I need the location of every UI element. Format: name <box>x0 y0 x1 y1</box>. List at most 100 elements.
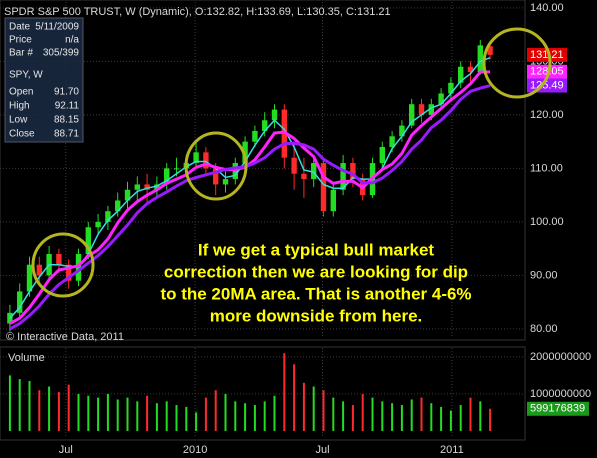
volume-bar <box>146 395 149 431</box>
volume-bar <box>57 392 60 431</box>
candle-body <box>262 120 268 131</box>
price-tag-label: 131.21 <box>530 49 564 61</box>
highlight-circle <box>31 232 95 298</box>
volume-bar <box>28 380 31 431</box>
candle-body <box>458 66 464 83</box>
candle-body <box>487 46 493 55</box>
candle-body <box>17 291 23 313</box>
volume-bar <box>185 406 188 431</box>
volume-bar <box>244 403 247 431</box>
candle-body <box>26 264 33 292</box>
volume-bar <box>67 384 70 431</box>
y-tick-label: 110.00 <box>530 162 563 174</box>
volume-bar <box>116 399 119 431</box>
candle-body <box>271 109 278 121</box>
volume-bar <box>293 364 296 431</box>
volume-bar <box>273 395 276 431</box>
volume-bar <box>175 405 178 431</box>
volume-bar <box>136 401 139 431</box>
info-key: Date <box>9 22 31 33</box>
candle-body <box>448 82 454 94</box>
volume-bar <box>165 401 168 431</box>
candle-body <box>340 163 346 190</box>
x-tick-label: Jul <box>315 444 329 456</box>
volume-bar <box>391 403 394 431</box>
volume-tag-label: 599176839 <box>530 403 585 415</box>
volume-bar <box>400 405 403 431</box>
candle-body <box>66 264 72 281</box>
info-key: Price <box>9 35 32 46</box>
price-tag <box>527 64 567 79</box>
info-value: 88.15 <box>54 115 79 126</box>
candle-body <box>222 179 229 185</box>
volume-bar <box>440 406 443 431</box>
candle-body <box>399 125 405 137</box>
candle-body <box>330 189 336 212</box>
y-tick-label: 100.00 <box>530 216 564 228</box>
volume-bar <box>302 382 305 431</box>
source: © Interactive Data, 2011 <box>6 331 124 343</box>
y-tick-label: 80.00 <box>530 323 558 335</box>
candle-body <box>477 45 483 73</box>
candle-body <box>301 173 307 180</box>
volume-bar <box>283 353 286 431</box>
candle-body <box>193 152 199 164</box>
info-symbol: SPY, W <box>9 70 43 81</box>
candle-body <box>232 163 238 180</box>
info-key: High <box>9 101 30 112</box>
volume-bar <box>361 393 364 431</box>
info-key: Bar # <box>9 48 33 59</box>
y-tick-label: 90.00 <box>530 269 558 281</box>
candle-body <box>379 146 385 164</box>
candle-body <box>311 163 317 180</box>
info-value: 91.70 <box>54 87 79 98</box>
x-tick-label: 2011 <box>440 444 464 456</box>
annotation-line: correction then we are looking for dip <box>164 262 468 281</box>
volume-bar <box>420 397 423 431</box>
candle-body <box>389 136 395 147</box>
volume-bar <box>351 405 354 431</box>
volume-bar <box>38 390 41 431</box>
volume-bar <box>8 375 11 431</box>
candle-body <box>36 264 42 276</box>
candle-body <box>95 221 101 228</box>
candle-body <box>85 227 91 254</box>
candle-body <box>320 163 327 212</box>
volume-bar <box>410 399 413 431</box>
volume-bar <box>97 397 100 431</box>
price-tag <box>527 47 567 62</box>
volume-bar <box>77 393 80 431</box>
candle-body <box>291 157 297 174</box>
volume-bar <box>18 379 21 431</box>
volume-title: Volume <box>8 352 45 364</box>
volume-bar <box>204 397 207 431</box>
candle-body <box>134 184 140 190</box>
candle-body <box>418 104 425 115</box>
candle-body <box>409 104 415 126</box>
volume-bar <box>332 397 335 431</box>
volume-bar <box>342 401 345 431</box>
volume-bar <box>224 393 227 431</box>
highlight-circle <box>184 131 248 201</box>
y-tick-label: 2000000000 <box>530 351 591 363</box>
candle-body <box>124 189 131 201</box>
y-tick-label: 120.00 <box>530 109 564 121</box>
volume-bar <box>263 401 266 431</box>
volume-bar <box>381 401 384 431</box>
candle-body <box>350 163 356 180</box>
candle-body <box>252 130 258 142</box>
volume-bar <box>459 405 462 431</box>
info-value: 305/399 <box>43 48 80 59</box>
info-value: 88.71 <box>54 129 79 140</box>
candle-body <box>428 104 434 115</box>
annotation-line: If we get a typical bull market <box>198 240 435 259</box>
candle-body <box>105 211 111 222</box>
volume-bar <box>155 403 158 431</box>
volume-bar <box>322 390 325 431</box>
volume-bar <box>253 405 256 431</box>
volume-bar <box>479 401 482 431</box>
candle-body <box>154 184 160 190</box>
